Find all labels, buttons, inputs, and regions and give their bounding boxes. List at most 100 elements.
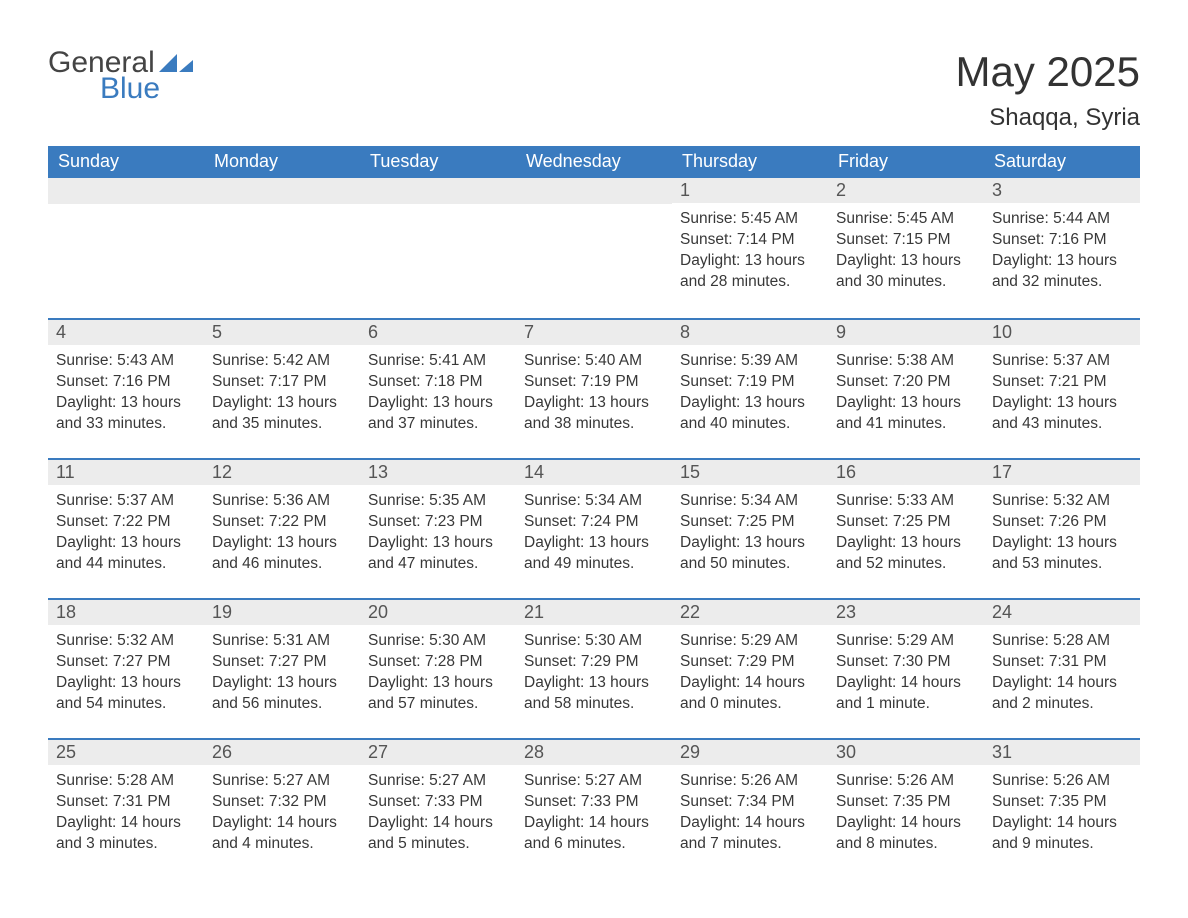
empty-day bbox=[516, 178, 672, 204]
day-number: 20 bbox=[360, 600, 516, 625]
day-number: 2 bbox=[828, 178, 984, 203]
day-body: Sunrise: 5:45 AMSunset: 7:15 PMDaylight:… bbox=[828, 203, 984, 303]
sunset-line: Sunset: 7:22 PM bbox=[212, 512, 352, 533]
day-cell bbox=[48, 178, 204, 318]
day-body: Sunrise: 5:32 AMSunset: 7:26 PMDaylight:… bbox=[984, 485, 1140, 585]
sunset-line: Sunset: 7:31 PM bbox=[992, 652, 1132, 673]
sunrise-line: Sunrise: 5:29 AM bbox=[836, 631, 976, 652]
sunset-line: Sunset: 7:35 PM bbox=[992, 792, 1132, 813]
day-number: 30 bbox=[828, 740, 984, 765]
logo-triangle-icon bbox=[159, 48, 193, 72]
daylight-line: Daylight: 13 hours and 58 minutes. bbox=[524, 673, 664, 715]
day-body: Sunrise: 5:38 AMSunset: 7:20 PMDaylight:… bbox=[828, 345, 984, 445]
day-number: 18 bbox=[48, 600, 204, 625]
week-row: 11Sunrise: 5:37 AMSunset: 7:22 PMDayligh… bbox=[48, 458, 1140, 598]
day-cell: 22Sunrise: 5:29 AMSunset: 7:29 PMDayligh… bbox=[672, 600, 828, 738]
sunset-line: Sunset: 7:29 PM bbox=[680, 652, 820, 673]
day-body: Sunrise: 5:29 AMSunset: 7:29 PMDaylight:… bbox=[672, 625, 828, 725]
sunrise-line: Sunrise: 5:35 AM bbox=[368, 491, 508, 512]
sunset-line: Sunset: 7:31 PM bbox=[56, 792, 196, 813]
day-body: Sunrise: 5:37 AMSunset: 7:22 PMDaylight:… bbox=[48, 485, 204, 585]
daylight-line: Daylight: 13 hours and 57 minutes. bbox=[368, 673, 508, 715]
day-cell: 17Sunrise: 5:32 AMSunset: 7:26 PMDayligh… bbox=[984, 460, 1140, 598]
week-row: 25Sunrise: 5:28 AMSunset: 7:31 PMDayligh… bbox=[48, 738, 1140, 878]
daylight-line: Daylight: 13 hours and 30 minutes. bbox=[836, 251, 976, 293]
day-body: Sunrise: 5:29 AMSunset: 7:30 PMDaylight:… bbox=[828, 625, 984, 725]
day-cell: 12Sunrise: 5:36 AMSunset: 7:22 PMDayligh… bbox=[204, 460, 360, 598]
day-body: Sunrise: 5:42 AMSunset: 7:17 PMDaylight:… bbox=[204, 345, 360, 445]
sunrise-line: Sunrise: 5:45 AM bbox=[836, 209, 976, 230]
day-number: 4 bbox=[48, 320, 204, 345]
daylight-line: Daylight: 13 hours and 43 minutes. bbox=[992, 393, 1132, 435]
sunrise-line: Sunrise: 5:26 AM bbox=[680, 771, 820, 792]
day-body: Sunrise: 5:40 AMSunset: 7:19 PMDaylight:… bbox=[516, 345, 672, 445]
day-cell: 7Sunrise: 5:40 AMSunset: 7:19 PMDaylight… bbox=[516, 320, 672, 458]
sunrise-line: Sunrise: 5:32 AM bbox=[56, 631, 196, 652]
sunrise-line: Sunrise: 5:26 AM bbox=[992, 771, 1132, 792]
sunset-line: Sunset: 7:27 PM bbox=[212, 652, 352, 673]
day-number: 11 bbox=[48, 460, 204, 485]
daylight-line: Daylight: 14 hours and 4 minutes. bbox=[212, 813, 352, 855]
day-cell: 24Sunrise: 5:28 AMSunset: 7:31 PMDayligh… bbox=[984, 600, 1140, 738]
day-cell: 21Sunrise: 5:30 AMSunset: 7:29 PMDayligh… bbox=[516, 600, 672, 738]
sunset-line: Sunset: 7:14 PM bbox=[680, 230, 820, 251]
sunrise-line: Sunrise: 5:36 AM bbox=[212, 491, 352, 512]
sunrise-line: Sunrise: 5:43 AM bbox=[56, 351, 196, 372]
sunset-line: Sunset: 7:34 PM bbox=[680, 792, 820, 813]
sunrise-line: Sunrise: 5:27 AM bbox=[524, 771, 664, 792]
day-number: 14 bbox=[516, 460, 672, 485]
day-number: 3 bbox=[984, 178, 1140, 203]
weekday-header: Monday bbox=[204, 146, 360, 178]
sunrise-line: Sunrise: 5:41 AM bbox=[368, 351, 508, 372]
sunset-line: Sunset: 7:17 PM bbox=[212, 372, 352, 393]
sunrise-line: Sunrise: 5:40 AM bbox=[524, 351, 664, 372]
daylight-line: Daylight: 13 hours and 56 minutes. bbox=[212, 673, 352, 715]
day-body: Sunrise: 5:27 AMSunset: 7:32 PMDaylight:… bbox=[204, 765, 360, 865]
daylight-line: Daylight: 13 hours and 50 minutes. bbox=[680, 533, 820, 575]
daylight-line: Daylight: 13 hours and 46 minutes. bbox=[212, 533, 352, 575]
sunrise-line: Sunrise: 5:30 AM bbox=[524, 631, 664, 652]
day-body: Sunrise: 5:26 AMSunset: 7:34 PMDaylight:… bbox=[672, 765, 828, 865]
day-body: Sunrise: 5:32 AMSunset: 7:27 PMDaylight:… bbox=[48, 625, 204, 725]
weekday-header: Wednesday bbox=[516, 146, 672, 178]
empty-day bbox=[360, 178, 516, 204]
week-row: 18Sunrise: 5:32 AMSunset: 7:27 PMDayligh… bbox=[48, 598, 1140, 738]
daylight-line: Daylight: 13 hours and 41 minutes. bbox=[836, 393, 976, 435]
sunset-line: Sunset: 7:20 PM bbox=[836, 372, 976, 393]
day-number: 23 bbox=[828, 600, 984, 625]
day-number: 16 bbox=[828, 460, 984, 485]
logo: General Blue bbox=[48, 48, 193, 106]
sunset-line: Sunset: 7:28 PM bbox=[368, 652, 508, 673]
daylight-line: Daylight: 13 hours and 49 minutes. bbox=[524, 533, 664, 575]
day-number: 22 bbox=[672, 600, 828, 625]
day-cell: 4Sunrise: 5:43 AMSunset: 7:16 PMDaylight… bbox=[48, 320, 204, 458]
day-body: Sunrise: 5:34 AMSunset: 7:24 PMDaylight:… bbox=[516, 485, 672, 585]
weekday-header-row: SundayMondayTuesdayWednesdayThursdayFrid… bbox=[48, 146, 1140, 178]
sunset-line: Sunset: 7:21 PM bbox=[992, 372, 1132, 393]
day-cell: 25Sunrise: 5:28 AMSunset: 7:31 PMDayligh… bbox=[48, 740, 204, 878]
daylight-line: Daylight: 13 hours and 40 minutes. bbox=[680, 393, 820, 435]
day-number: 27 bbox=[360, 740, 516, 765]
day-body: Sunrise: 5:45 AMSunset: 7:14 PMDaylight:… bbox=[672, 203, 828, 303]
day-number: 1 bbox=[672, 178, 828, 203]
weekday-header: Friday bbox=[828, 146, 984, 178]
daylight-line: Daylight: 13 hours and 47 minutes. bbox=[368, 533, 508, 575]
day-cell: 31Sunrise: 5:26 AMSunset: 7:35 PMDayligh… bbox=[984, 740, 1140, 878]
daylight-line: Daylight: 13 hours and 44 minutes. bbox=[56, 533, 196, 575]
day-cell: 5Sunrise: 5:42 AMSunset: 7:17 PMDaylight… bbox=[204, 320, 360, 458]
location-label: Shaqqa, Syria bbox=[956, 104, 1140, 132]
calendar: SundayMondayTuesdayWednesdayThursdayFrid… bbox=[48, 146, 1140, 878]
day-cell: 13Sunrise: 5:35 AMSunset: 7:23 PMDayligh… bbox=[360, 460, 516, 598]
sunset-line: Sunset: 7:19 PM bbox=[524, 372, 664, 393]
sunset-line: Sunset: 7:18 PM bbox=[368, 372, 508, 393]
day-cell: 27Sunrise: 5:27 AMSunset: 7:33 PMDayligh… bbox=[360, 740, 516, 878]
sunset-line: Sunset: 7:15 PM bbox=[836, 230, 976, 251]
sunrise-line: Sunrise: 5:30 AM bbox=[368, 631, 508, 652]
sunrise-line: Sunrise: 5:37 AM bbox=[56, 491, 196, 512]
day-cell: 1Sunrise: 5:45 AMSunset: 7:14 PMDaylight… bbox=[672, 178, 828, 318]
sunrise-line: Sunrise: 5:28 AM bbox=[992, 631, 1132, 652]
daylight-line: Daylight: 13 hours and 33 minutes. bbox=[56, 393, 196, 435]
daylight-line: Daylight: 14 hours and 5 minutes. bbox=[368, 813, 508, 855]
day-body: Sunrise: 5:26 AMSunset: 7:35 PMDaylight:… bbox=[984, 765, 1140, 865]
page-title: May 2025 bbox=[956, 48, 1140, 96]
